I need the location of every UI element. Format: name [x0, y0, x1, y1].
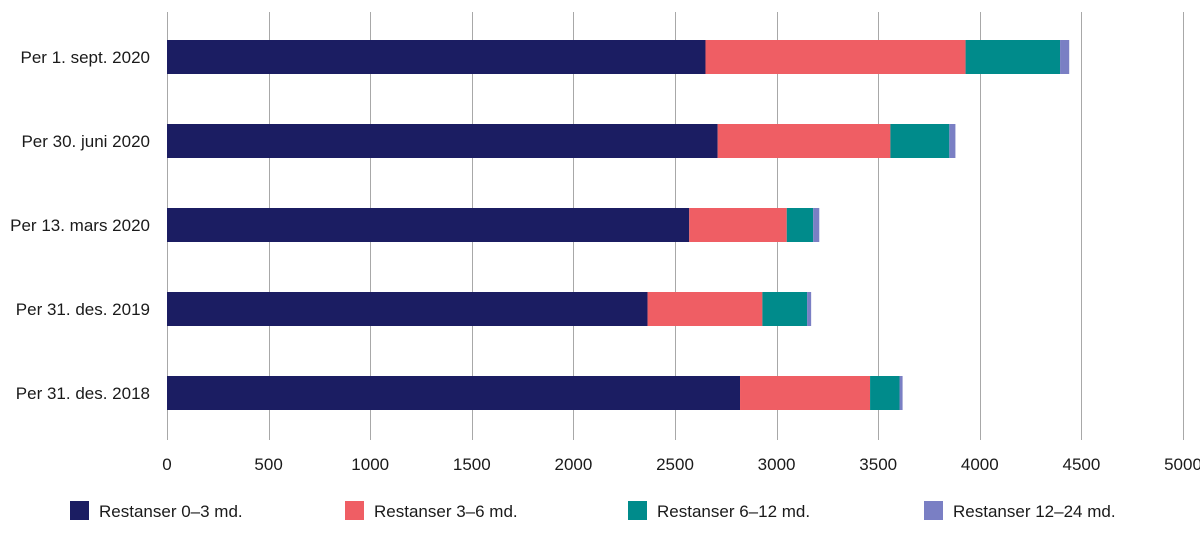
category-labels: Per 1. sept. 2020 Per 30. juni 2020 Per 13…	[10, 48, 150, 403]
bar-segment	[167, 292, 648, 326]
bar-segment	[870, 376, 900, 410]
bar-segment	[890, 124, 950, 158]
x-tick-label: 1000	[351, 455, 389, 474]
bar-segment	[167, 376, 741, 410]
bar-segment	[1060, 40, 1070, 74]
legend-swatch	[628, 501, 647, 520]
bar-segment	[807, 292, 812, 326]
legend-label: Restanser 6–12 md.	[657, 502, 810, 521]
x-tick-label: 3000	[758, 455, 796, 474]
category-label: Per 30. juni 2020	[21, 132, 150, 151]
x-tick-label: 2500	[656, 455, 694, 474]
bar-segment	[647, 292, 763, 326]
bar-segment	[717, 124, 891, 158]
x-tick-label: 4000	[961, 455, 999, 474]
bar-segment	[965, 40, 1061, 74]
bar-segment	[705, 40, 966, 74]
legend-label: Restanser 3–6 md.	[374, 502, 518, 521]
x-tick-label: 4500	[1062, 455, 1100, 474]
bar-segment	[949, 124, 956, 158]
category-label: Per 13. mars 2020	[10, 216, 150, 235]
bar-segment	[167, 208, 690, 242]
bars	[167, 40, 1070, 410]
bar-segment	[786, 208, 814, 242]
legend-swatch	[70, 501, 89, 520]
bar-segment	[813, 208, 820, 242]
bar-segment	[167, 124, 718, 158]
bar-segment	[689, 208, 787, 242]
category-label: Per 31. des. 2019	[16, 300, 150, 319]
bar-segment	[740, 376, 871, 410]
bar-segment	[167, 40, 706, 74]
category-label: Per 1. sept. 2020	[21, 48, 150, 67]
x-tick-label: 0	[162, 455, 171, 474]
legend-swatch	[345, 501, 364, 520]
x-tick-label: 2000	[554, 455, 592, 474]
legend-swatch	[924, 501, 943, 520]
x-tick-label: 3500	[859, 455, 897, 474]
legend-label: Restanser 12–24 md.	[953, 502, 1116, 521]
bar-segment	[899, 376, 903, 410]
x-tick-label: 500	[254, 455, 282, 474]
x-tick-label: 1500	[453, 455, 491, 474]
x-tick-label: 5000	[1164, 455, 1200, 474]
legend-label: Restanser 0–3 md.	[99, 502, 243, 521]
bar-segment	[762, 292, 808, 326]
category-label: Per 31. des. 2018	[16, 384, 150, 403]
legend: Restanser 0–3 md. Restanser 3–6 md. Restan…	[70, 501, 1116, 521]
x-tick-labels: 0 500 1000 1500 2000 2500 3000 3500 4000 4500 5000	[162, 455, 1200, 474]
